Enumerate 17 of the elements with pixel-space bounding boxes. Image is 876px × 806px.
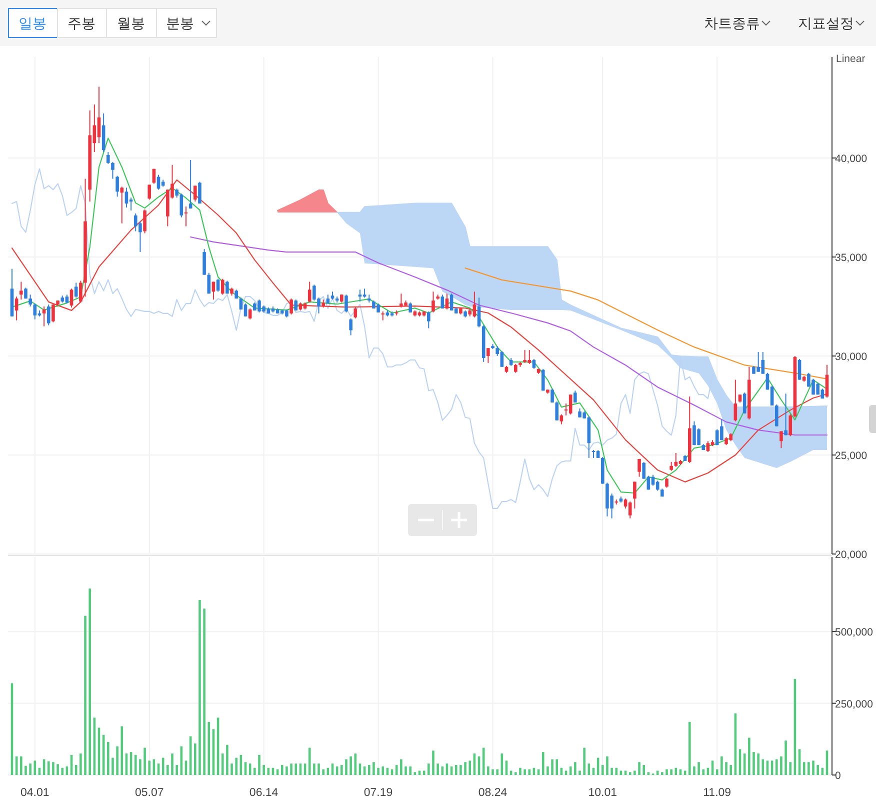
y-tick-label: 30,000 xyxy=(835,350,868,363)
y-tick-label: 250,000 xyxy=(835,698,874,710)
x-tick-label: 11.09 xyxy=(703,787,732,799)
y-tick-label: 0 xyxy=(835,770,841,782)
y-tick-label: 40,000 xyxy=(835,152,868,165)
toolbar: 일봉 주봉 월봉 분봉 차트종류 지표설정 xyxy=(0,0,876,46)
y-tick-label: 500,000 xyxy=(835,626,874,639)
y-tick-label: 20,000 xyxy=(835,549,868,561)
x-tick-label: 07.19 xyxy=(364,787,393,799)
x-tick-label: 04.01 xyxy=(20,787,50,799)
x-tick-label: 10.01 xyxy=(588,787,618,799)
x-tick-label: 05.07 xyxy=(134,787,164,799)
y-tick-label: 35,000 xyxy=(835,252,868,264)
text: Linear xyxy=(836,53,866,65)
y-tick-label: 25,000 xyxy=(835,450,868,462)
x-tick-label: 06.14 xyxy=(249,787,279,799)
x-tick-label: 08.24 xyxy=(478,787,508,799)
